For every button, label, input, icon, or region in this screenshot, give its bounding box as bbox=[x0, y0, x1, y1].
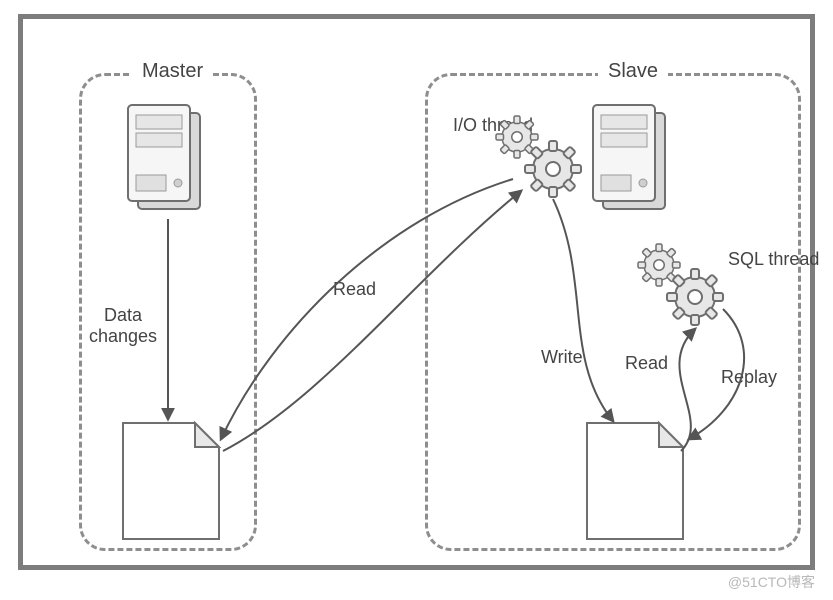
doc-binary-label: Binary log bbox=[141, 469, 192, 510]
label-data-changes: Data changes bbox=[89, 305, 157, 346]
panel-master-title: Master bbox=[132, 60, 213, 83]
panel-slave-title: Slave bbox=[598, 60, 668, 83]
label-sql-thread: SQL thread bbox=[728, 249, 819, 270]
label-read-sql: Read bbox=[625, 353, 668, 374]
label-replay: Replay bbox=[721, 367, 777, 388]
doc-relay-label: Relay log bbox=[607, 469, 653, 510]
diagram-frame: Master Slave I/O thread SQL thread Data … bbox=[18, 14, 815, 570]
label-io-thread: I/O thread bbox=[453, 115, 533, 136]
label-read-mid: Read bbox=[333, 279, 376, 300]
watermark: @51CTO博客 bbox=[728, 572, 815, 592]
label-write: Write bbox=[541, 347, 583, 368]
